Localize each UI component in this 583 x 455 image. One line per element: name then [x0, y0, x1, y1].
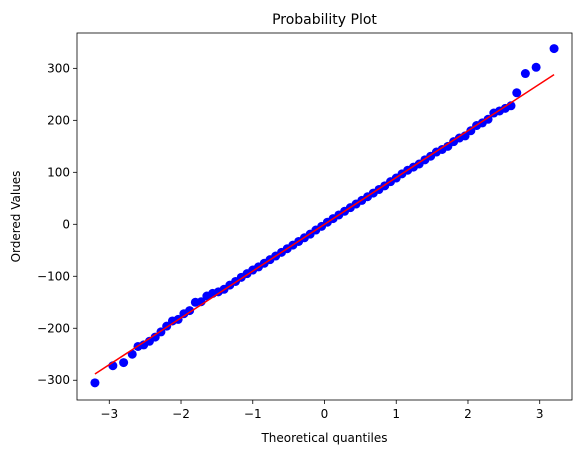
data-point — [531, 62, 541, 72]
data-point — [119, 358, 129, 368]
y-tick-label: 200 — [47, 113, 70, 127]
data-point — [90, 378, 100, 388]
data-points — [90, 44, 559, 388]
y-tick-label: 300 — [47, 61, 70, 75]
y-axis-label: Ordered Values — [9, 171, 23, 263]
y-tick-label: −200 — [37, 321, 70, 335]
x-axis-label: Theoretical quantiles — [260, 431, 387, 445]
chart-title: Probability Plot — [272, 12, 377, 28]
x-tick-label: −2 — [172, 407, 190, 421]
x-axis: −3 −2 −1 0 1 2 3 — [100, 400, 544, 421]
y-tick-label: −300 — [37, 373, 70, 387]
plot-area — [90, 44, 559, 388]
x-tick-label: −3 — [100, 407, 118, 421]
x-tick-label: 2 — [464, 407, 472, 421]
data-point — [520, 69, 530, 79]
x-tick-label: 1 — [392, 407, 400, 421]
x-tick-label: 3 — [536, 407, 544, 421]
data-point — [549, 44, 559, 54]
y-axis: −300 −200 −100 0 100 200 300 — [37, 61, 77, 387]
x-tick-label: 0 — [321, 407, 329, 421]
y-tick-label: 100 — [47, 165, 70, 179]
fit-line — [94, 73, 555, 375]
y-tick-label: 0 — [62, 217, 70, 231]
data-point — [512, 88, 522, 98]
y-tick-label: −100 — [37, 269, 70, 283]
data-point — [150, 332, 160, 342]
x-tick-label: −1 — [244, 407, 262, 421]
data-point — [466, 126, 476, 136]
